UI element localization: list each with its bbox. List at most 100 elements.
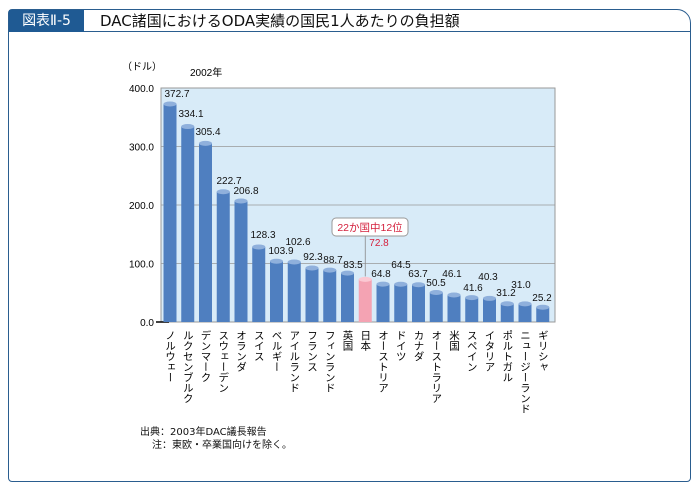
bar <box>412 284 425 322</box>
x-tick-label: ニュージーランド <box>519 330 531 414</box>
bar-cap <box>518 301 532 307</box>
figure-frame <box>8 9 691 482</box>
bar-cap <box>447 292 461 298</box>
value-label: 88.7 <box>323 255 343 266</box>
bar <box>394 284 408 322</box>
value-label: 41.6 <box>463 283 483 294</box>
note-text: 注：東欧・卒業国向けを除く。 <box>152 440 292 451</box>
value-label: 372.7 <box>164 89 189 100</box>
bar-cap <box>323 267 337 273</box>
x-tick-label: カナダ <box>413 330 425 362</box>
bar <box>199 143 212 322</box>
x-tick-label: アイルランド <box>288 330 300 393</box>
bar-cap <box>216 189 230 195</box>
bar-cap <box>429 289 443 295</box>
bar <box>447 295 461 322</box>
bar <box>518 303 532 322</box>
value-label: 50.5 <box>426 278 446 289</box>
x-tick-label: ルクセンブルク <box>182 330 194 404</box>
source-text: 出典：2003年DAC議長報告 <box>140 427 267 438</box>
rank-annotation: 22か国中12位 <box>337 221 403 234</box>
bar-cap <box>199 140 212 146</box>
bar <box>483 298 496 322</box>
bar-cap <box>181 124 195 130</box>
y-tick-label: 100.0 <box>129 260 154 271</box>
bar-cap <box>376 281 390 287</box>
value-label: 25.2 <box>532 293 552 304</box>
value-label: 92.3 <box>303 252 323 263</box>
bar-cap <box>305 265 319 271</box>
bar <box>536 307 550 322</box>
value-label: 334.1 <box>178 109 203 120</box>
bar <box>500 303 514 322</box>
bar <box>358 279 372 322</box>
value-label: 128.3 <box>250 230 275 241</box>
bar-cap <box>341 270 354 276</box>
y-tick-label: 400.0 <box>129 84 154 95</box>
bar <box>323 270 337 322</box>
value-label: 31.0 <box>511 280 531 291</box>
header-bar <box>8 9 691 32</box>
bar <box>305 268 319 322</box>
value-label: 103.9 <box>268 246 293 257</box>
value-label: 305.4 <box>195 127 220 138</box>
x-tick-label: デンマーク <box>200 329 212 382</box>
x-tick-label: オーストラリア <box>430 330 442 404</box>
value-label: 40.3 <box>478 272 498 283</box>
bar <box>181 126 195 322</box>
x-tick-label: フランス <box>306 330 318 372</box>
bar <box>429 292 443 322</box>
value-label: 102.6 <box>285 237 310 248</box>
y-tick-label: 0.0 <box>140 318 154 329</box>
figure-number: 図表Ⅱ-5 <box>9 10 84 32</box>
x-tick-label: スペイン <box>466 330 478 372</box>
bar-cap <box>536 304 550 310</box>
bar <box>465 297 479 322</box>
value-label: 83.5 <box>343 260 363 271</box>
bar-cap <box>500 301 514 307</box>
bar <box>376 284 390 322</box>
y-tick-label: 200.0 <box>129 201 154 212</box>
bar-cap <box>163 101 177 107</box>
bar <box>341 273 354 322</box>
bar-cap <box>483 295 496 301</box>
bar <box>252 246 266 322</box>
x-tick-label: ギリシャ <box>537 330 549 372</box>
bar-cap <box>270 258 283 264</box>
bar <box>287 261 301 322</box>
bar <box>163 103 177 323</box>
bar-cap <box>394 281 408 287</box>
callout-box <box>331 217 409 237</box>
x-tick-label: ノルウェー <box>164 330 176 383</box>
bar-cap <box>234 198 248 204</box>
value-label: 31.2 <box>496 288 516 299</box>
x-tick-label: 日本 <box>359 330 371 352</box>
value-label: 63.7 <box>408 269 428 280</box>
value-label: 46.1 <box>442 269 462 280</box>
y-tick-label: 300.0 <box>129 143 154 154</box>
x-tick-label: フィンランド <box>324 330 336 393</box>
value-label: 64.8 <box>371 269 391 280</box>
bar-cap <box>287 259 301 265</box>
y-axis-label: （ドル） <box>122 61 162 73</box>
x-tick-label: オランダ <box>235 330 247 372</box>
bar-cap <box>412 282 425 288</box>
value-label: 206.8 <box>233 186 258 197</box>
bar <box>216 191 230 322</box>
x-tick-label: オーストリア <box>377 330 389 393</box>
x-tick-label: 英国 <box>342 329 354 352</box>
x-tick-label: ポルトガル <box>501 330 513 383</box>
bar-cap <box>252 244 266 250</box>
x-tick-label: イタリア <box>484 330 496 372</box>
chart-subtitle: 2002年 <box>190 66 222 79</box>
x-tick-label: 米国 <box>448 329 460 352</box>
value-label: 72.8 <box>369 238 389 249</box>
x-tick-label: ベルギー <box>271 330 283 372</box>
x-tick-label: スウェーデン <box>217 330 229 393</box>
value-label: 64.5 <box>391 260 411 271</box>
bar <box>234 201 248 322</box>
x-tick-label: ドイツ <box>395 330 407 362</box>
x-tick-label: スイス <box>253 330 265 362</box>
